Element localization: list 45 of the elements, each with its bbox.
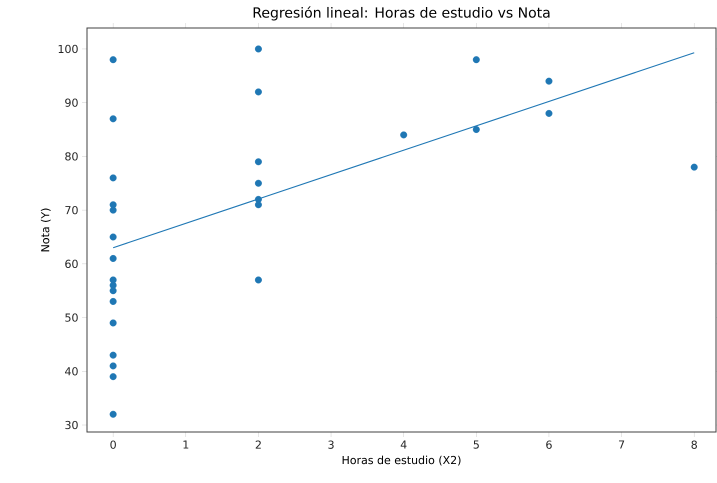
x-tick-label: 3 bbox=[328, 440, 334, 449]
y-tick-label: 100 bbox=[58, 44, 78, 54]
point bbox=[110, 319, 117, 326]
x-tick-label: 1 bbox=[183, 440, 188, 449]
point bbox=[254, 88, 262, 96]
x-tick-label: 0 bbox=[110, 440, 116, 449]
x-tick-label: 8 bbox=[691, 440, 697, 449]
y-tick-label: 70 bbox=[65, 206, 78, 214]
point bbox=[254, 180, 262, 187]
point bbox=[690, 164, 698, 171]
point bbox=[110, 298, 117, 305]
y-axis-title: Nota (Y) bbox=[40, 208, 51, 252]
point bbox=[254, 158, 262, 166]
y-tick-label: 80 bbox=[65, 152, 78, 161]
x-tick-label: 6 bbox=[546, 440, 552, 449]
point bbox=[110, 206, 117, 214]
point bbox=[110, 254, 117, 262]
point bbox=[110, 56, 117, 64]
point bbox=[110, 233, 117, 240]
point bbox=[545, 78, 552, 85]
point bbox=[110, 373, 117, 380]
point bbox=[254, 276, 262, 284]
point bbox=[472, 126, 480, 134]
point bbox=[110, 362, 117, 370]
point bbox=[110, 287, 117, 294]
x-tick-label: 2 bbox=[256, 440, 261, 449]
y-tick-label: 60 bbox=[65, 260, 78, 268]
point bbox=[400, 131, 408, 138]
chart-title: Regresión lineal: Horas de estudio vs Nota bbox=[254, 6, 550, 20]
point bbox=[110, 410, 117, 418]
x-tick-label: 5 bbox=[474, 440, 479, 449]
point bbox=[110, 174, 117, 182]
x-axis-title: Horas de estudio (X2) bbox=[342, 456, 461, 466]
y-tick-label: 30 bbox=[65, 420, 78, 430]
point bbox=[545, 110, 552, 117]
point bbox=[472, 56, 480, 64]
point bbox=[110, 352, 117, 359]
point bbox=[110, 115, 117, 122]
x-tick-label: 4 bbox=[400, 440, 407, 449]
point bbox=[254, 45, 262, 52]
y-tick-label: 40 bbox=[65, 367, 78, 376]
point bbox=[254, 201, 262, 208]
x-tick-label: 7 bbox=[618, 440, 624, 449]
y-tick-label: 90 bbox=[65, 98, 78, 107]
y-tick-label: 50 bbox=[65, 313, 78, 322]
